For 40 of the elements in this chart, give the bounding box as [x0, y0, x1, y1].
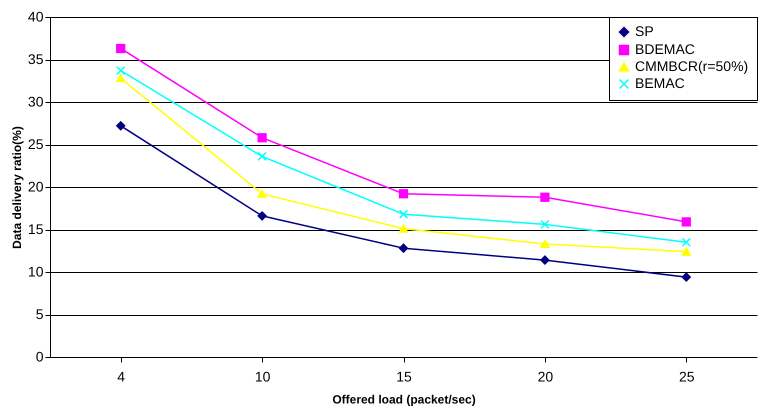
y-tick-label: 35	[28, 51, 44, 67]
y-tick-label: 30	[28, 94, 44, 110]
y-tick-label: 10	[28, 264, 44, 280]
point	[257, 152, 267, 162]
point	[116, 74, 126, 82]
point	[540, 240, 550, 248]
legend-label: CMMBCR(r=50%)	[635, 58, 748, 74]
point	[540, 255, 550, 265]
point	[682, 217, 691, 226]
point	[116, 121, 126, 130]
x-tick-label: 15	[396, 368, 412, 384]
point	[398, 244, 408, 253]
legend-label: SP	[635, 23, 654, 39]
point	[116, 44, 126, 54]
y-tick-label: 20	[28, 178, 44, 194]
point	[682, 272, 691, 282]
point	[398, 224, 408, 233]
point	[116, 66, 126, 76]
point	[257, 211, 267, 221]
point	[398, 210, 408, 219]
point	[540, 192, 550, 202]
y-tick-label: 0	[36, 348, 44, 364]
legend-label: BEMAC	[635, 75, 685, 91]
point	[257, 190, 267, 198]
y-tick-label: 15	[28, 221, 44, 237]
x-tick-label: 10	[254, 368, 271, 384]
point	[398, 189, 408, 198]
point	[540, 220, 550, 230]
legend-label: BDEMAC	[635, 41, 695, 57]
y-axis-title: Data delivery ratio(%)	[10, 126, 24, 249]
x-tick-label: 4	[117, 368, 126, 384]
y-tick-label: 25	[28, 136, 44, 152]
x-axis-title: Offered load (packet/sec)	[332, 392, 476, 406]
point	[682, 238, 691, 247]
x-tick-label: 25	[679, 368, 695, 384]
point	[682, 247, 691, 256]
y-tick-label: 5	[36, 306, 44, 322]
y-tick-label: 40	[28, 8, 44, 24]
point	[257, 133, 267, 142]
x-tick-label: 20	[538, 368, 554, 384]
